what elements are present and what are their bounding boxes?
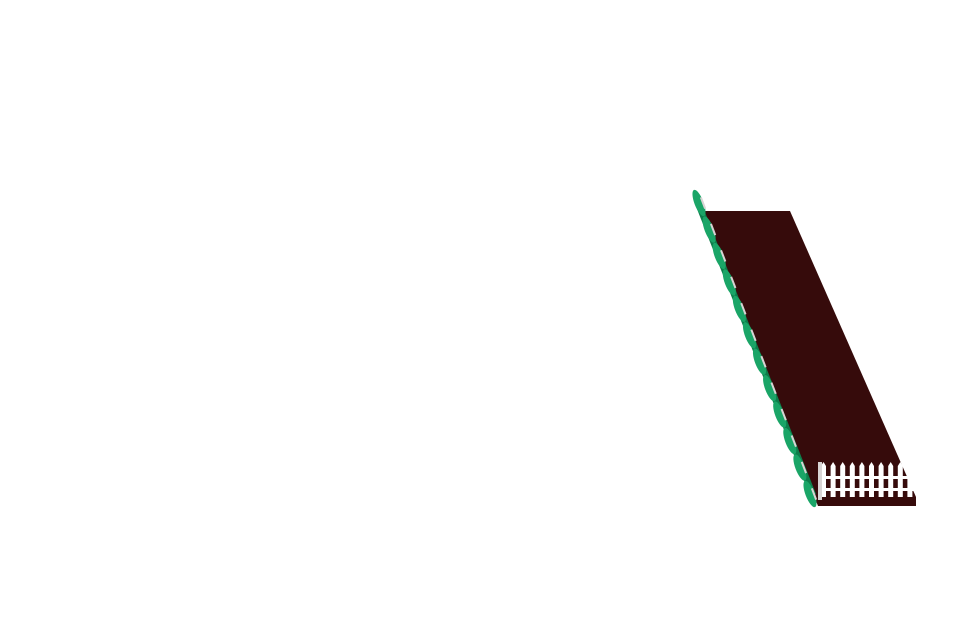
hedge-bush: [773, 401, 787, 428]
fence-picket: [840, 462, 846, 497]
hedge-highlight: [780, 408, 787, 421]
fence-rail-top: [818, 476, 914, 479]
hedge-highlight: [720, 249, 727, 262]
hedge-bush: [793, 454, 807, 481]
hedge-highlight: [750, 329, 757, 342]
hedge-bush: [732, 295, 746, 322]
fence-rail-bottom: [818, 488, 914, 491]
fence-picket: [888, 462, 894, 497]
hedge-highlight: [790, 435, 797, 448]
hedge-highlight: [770, 382, 777, 395]
hedge-row[interactable]: [690, 188, 819, 508]
fence-picket: [869, 462, 874, 497]
fence-picket: [907, 462, 913, 497]
picket-fence[interactable]: [818, 462, 914, 500]
hedge-bush: [742, 322, 757, 349]
hedge-bush: [763, 375, 777, 402]
fence-post: [818, 462, 822, 500]
fence-picket: [821, 462, 826, 497]
fence-picket: [859, 462, 865, 497]
hedge-bush: [803, 480, 817, 508]
hedge-highlight: [710, 223, 717, 236]
soil-plot[interactable]: [700, 211, 916, 506]
fence-picket: [830, 462, 836, 497]
soil-edge: [818, 497, 916, 506]
fence-picket: [849, 462, 855, 497]
hedge-bush: [722, 269, 736, 296]
hedge-highlight: [740, 302, 747, 315]
fence-picket: [878, 462, 884, 497]
hedge-bush: [752, 348, 767, 375]
hedge-highlight: [800, 461, 807, 474]
hedge-bush: [783, 427, 797, 455]
hedge-highlight: [730, 276, 737, 289]
hedge-highlight: [810, 488, 818, 500]
hedge-highlight: [699, 197, 707, 209]
hedge-bush: [702, 216, 716, 243]
hedge-bush: [692, 189, 706, 217]
hedge-bush: [712, 242, 726, 270]
hedge-highlight: [760, 355, 767, 368]
fence-picket: [897, 462, 903, 497]
garden-bed[interactable]: [690, 188, 916, 508]
